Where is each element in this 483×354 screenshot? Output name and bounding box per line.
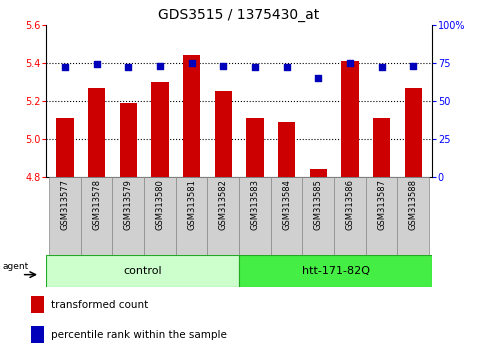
Bar [239,255,432,287]
Text: control: control [123,266,162,276]
Bar [183,55,200,354]
Bar [176,177,207,255]
Bar [144,177,176,255]
Text: GSM313582: GSM313582 [219,179,228,230]
Bar [46,255,239,287]
Text: GSM313584: GSM313584 [282,179,291,230]
Bar [405,87,422,354]
Point [61,64,69,70]
Bar [207,177,239,255]
Bar [151,82,169,354]
Title: GDS3515 / 1375430_at: GDS3515 / 1375430_at [158,8,320,22]
Bar [214,91,232,354]
Text: percentile rank within the sample: percentile rank within the sample [51,330,227,340]
Point [378,64,385,70]
Bar [30,326,43,343]
Text: GSM313588: GSM313588 [409,179,418,230]
Text: GSM313581: GSM313581 [187,179,196,230]
Bar [239,177,271,255]
Bar [278,122,295,354]
Bar [398,177,429,255]
Point [124,64,132,70]
Bar [246,118,264,354]
Point [314,75,322,81]
Point [346,60,354,66]
Text: transformed count: transformed count [51,300,148,310]
Text: GSM313587: GSM313587 [377,179,386,230]
Bar [81,177,113,255]
Bar [88,87,105,354]
Bar [49,177,81,255]
Point [251,64,259,70]
Point [156,63,164,69]
Text: GSM313578: GSM313578 [92,179,101,230]
Bar [373,118,390,354]
Text: GSM313579: GSM313579 [124,179,133,230]
Point [188,60,196,66]
Bar [302,177,334,255]
Point [283,64,290,70]
Text: GSM313585: GSM313585 [314,179,323,230]
Bar [119,103,137,354]
Point [410,63,417,69]
Point [93,62,100,67]
Bar [366,177,398,255]
Point [219,63,227,69]
Bar [310,170,327,354]
Bar [334,177,366,255]
Text: agent: agent [2,262,28,272]
Text: GSM313577: GSM313577 [60,179,70,230]
Text: GSM313580: GSM313580 [156,179,164,230]
Bar [113,177,144,255]
Bar [341,61,359,354]
Bar [30,296,43,313]
Bar [271,177,302,255]
Text: GSM313583: GSM313583 [250,179,259,230]
Bar [56,118,73,354]
Text: GSM313586: GSM313586 [345,179,355,230]
Text: htt-171-82Q: htt-171-82Q [302,266,369,276]
